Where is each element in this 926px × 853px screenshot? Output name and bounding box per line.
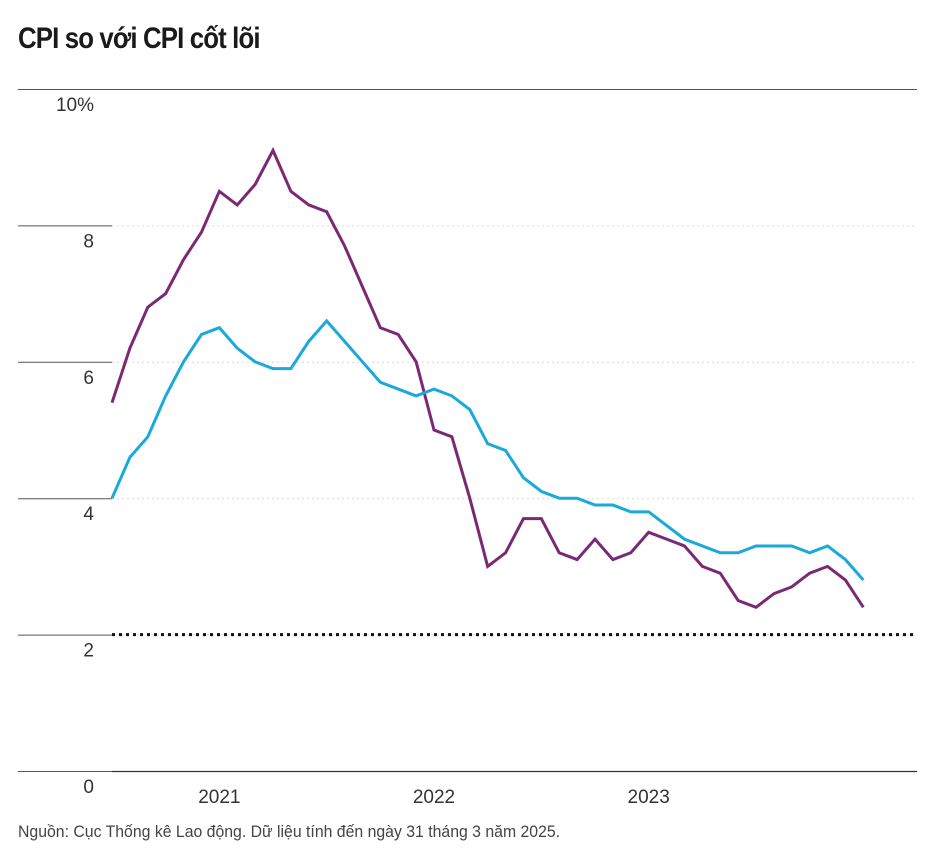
x-tick-label: 2022 xyxy=(413,787,455,808)
series-line-cpi-c-t-l-i xyxy=(110,318,865,582)
y-tick-label: 4 xyxy=(83,504,94,525)
axis-layer: 0 2 4 6 8 10% 2021 2022 2023 xyxy=(56,95,917,808)
y-tick-label: 0 xyxy=(83,777,94,798)
y-tick-label: 8 xyxy=(83,231,94,252)
y-tick-label: 6 xyxy=(83,368,94,389)
source-note: Nguồn: Cục Thống kê Lao động. Dữ liệu tí… xyxy=(18,822,561,841)
chart-title: CPI so với CPI cốt lõi xyxy=(18,22,261,55)
grid-layer xyxy=(18,89,917,772)
x-tick-label: 2021 xyxy=(198,787,240,808)
x-tick-label: 2023 xyxy=(628,787,670,808)
series-layer xyxy=(110,146,865,610)
y-tick-label: 10% xyxy=(56,95,94,116)
y-tick-label: 2 xyxy=(83,641,94,662)
series-line-cpi xyxy=(110,146,865,610)
